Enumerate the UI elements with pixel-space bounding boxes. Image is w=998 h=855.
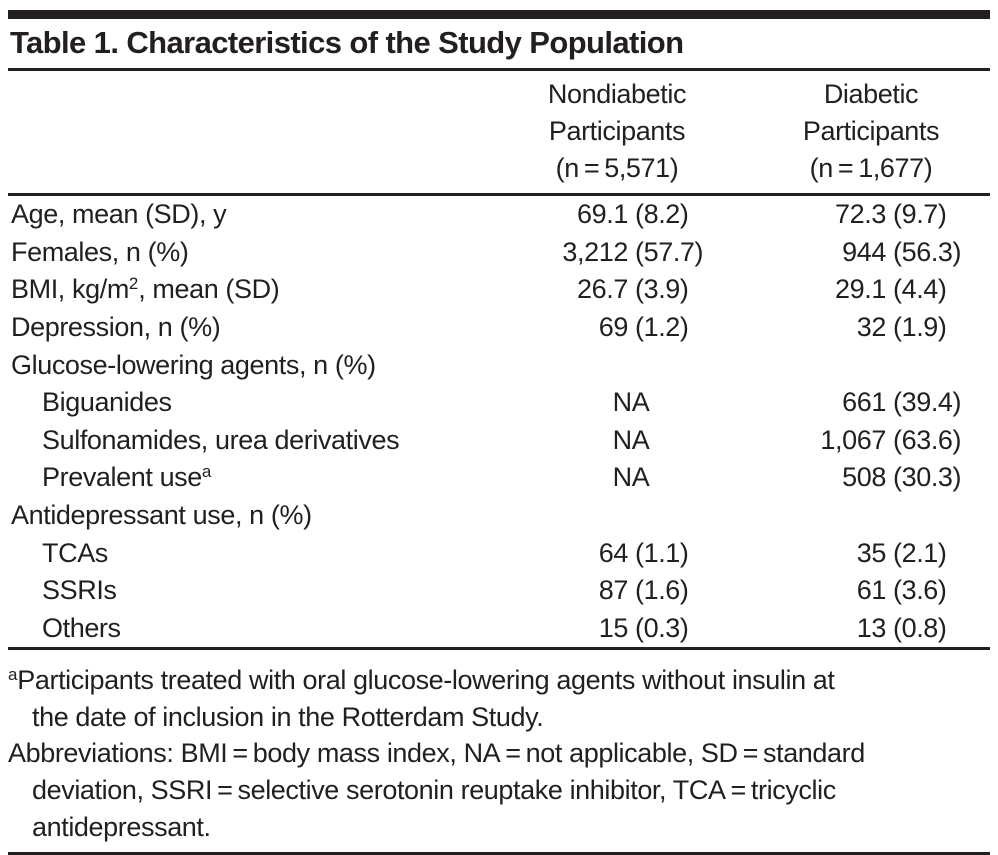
divider-under-header [8, 193, 990, 196]
row-label: BMI, kg/m2, mean (SD) [11, 274, 280, 305]
row-label: Females, n (%) [11, 236, 189, 267]
table-row: Biguanides NA 661 (39.4) [8, 384, 990, 422]
header-spacer [8, 76, 482, 187]
diabetic-value-cell: 35 (2.1) [856, 537, 947, 568]
nondiabetic-value-cell: 64 (1.1) [598, 537, 689, 568]
table-row: Prevalent usea NA 508 (30.3) [8, 459, 990, 497]
column-header-line: Participants [802, 116, 940, 146]
row-label: Biguanides [42, 387, 172, 418]
row-label-superscript: a [201, 462, 212, 482]
nondiabetic-value-cell: 87 (1.6) [598, 575, 689, 606]
top-rule [8, 10, 990, 19]
column-header-line: (n = 5,571) [555, 153, 679, 183]
table-row: Antidepressant use, n (%) [8, 497, 990, 535]
row-label: Glucose-lowering agents, n (%) [11, 349, 376, 380]
column-header-nondiabetic: Nondiabetic Participants (n = 5,571) [482, 76, 752, 187]
footnotes: aParticipants treated with oral glucose-… [8, 650, 990, 852]
table-row: BMI, kg/m2, mean (SD) 26.7 (3.9) 29.1 (4.4) [8, 271, 990, 309]
row-label: SSRIs [42, 575, 117, 606]
table-row: Females, n (%) 3,212 (57.7) 944 (56.3) [8, 234, 990, 272]
table-row: Others 15 (0.3) 13 (0.8) [8, 610, 990, 648]
row-label: Prevalent usea [42, 462, 212, 493]
nondiabetic-value-cell: NA [612, 424, 650, 455]
column-header-line: (n = 1,677) [809, 153, 933, 183]
table-row: Depression, n (%) 69 (1.2) 32 (1.9) [8, 309, 990, 347]
diabetic-value-cell: 1,067 (63.6) [820, 424, 962, 455]
diabetic-value-cell: 944 (56.3) [842, 236, 962, 267]
nondiabetic-value-cell: 15 (0.3) [598, 612, 689, 643]
footnote-abbreviations-text: Abbreviations: BMI = body mass index, NA… [8, 738, 865, 842]
diabetic-value-cell: 29.1 (4.4) [835, 274, 947, 305]
diabetic-value-cell: 32 (1.9) [856, 312, 947, 343]
footnote-a: aParticipants treated with oral glucose-… [8, 662, 990, 735]
diabetic-value-cell: 661 (39.4) [842, 387, 962, 418]
row-label: Depression, n (%) [11, 312, 221, 343]
diabetic-value-cell: 61 (3.6) [856, 575, 947, 606]
diabetic-value-cell: 13 (0.8) [856, 612, 947, 643]
table-row: SSRIs 87 (1.6) 61 (3.6) [8, 572, 990, 610]
table-body: Age, mean (SD), y 69.1 (8.2) 72.3 (9.7) Femal… [8, 196, 990, 647]
column-header-line: Participants [548, 116, 686, 146]
footnote-a-marker: a [8, 665, 18, 685]
nondiabetic-value-cell: 3,212 (57.7) [562, 236, 704, 267]
table-title: Table 1. Characteristics of the Study Po… [10, 25, 684, 60]
diabetic-value-cell: 508 (30.3) [842, 462, 962, 493]
column-header-line: Nondiabetic [547, 79, 687, 109]
row-label: Sulfonamides, urea derivatives [42, 424, 400, 455]
table-row: Age, mean (SD), y 69.1 (8.2) 72.3 (9.7) [8, 196, 990, 234]
table-row: Glucose-lowering agents, n (%) [8, 346, 990, 384]
row-label: Others [42, 612, 121, 643]
table-row: TCAs 64 (1.1) 35 (2.1) [8, 534, 990, 572]
footnote-abbreviations: Abbreviations: BMI = body mass index, NA… [8, 735, 990, 845]
divider-under-body [8, 647, 990, 651]
table-header-row: Nondiabetic Participants (n = 5,571) Dia… [8, 71, 990, 193]
footnote-a-text: Participants treated with oral glucose-l… [17, 665, 835, 732]
nondiabetic-value-cell: 26.7 (3.9) [577, 274, 689, 305]
row-label-superscript: 2 [128, 274, 139, 294]
diabetic-value-cell: 72.3 (9.7) [835, 199, 947, 230]
nondiabetic-value-cell: NA [612, 387, 650, 418]
study-population-table: Table 1. Characteristics of the Study Po… [8, 0, 990, 855]
nondiabetic-value-cell: 69 (1.2) [598, 312, 689, 343]
nondiabetic-value-cell: NA [612, 462, 650, 493]
column-header-line: Diabetic [823, 79, 919, 109]
table-row: Sulfonamides, urea derivatives NA 1,067 (63… [8, 422, 990, 460]
divider-under-title [8, 68, 990, 71]
row-label: TCAs [42, 537, 108, 568]
nondiabetic-value-cell: 69.1 (8.2) [577, 199, 689, 230]
row-label: Antidepressant use, n (%) [11, 500, 312, 531]
row-label: Age, mean (SD), y [11, 199, 227, 230]
column-header-diabetic: Diabetic Participants (n = 1,677) [752, 76, 990, 187]
